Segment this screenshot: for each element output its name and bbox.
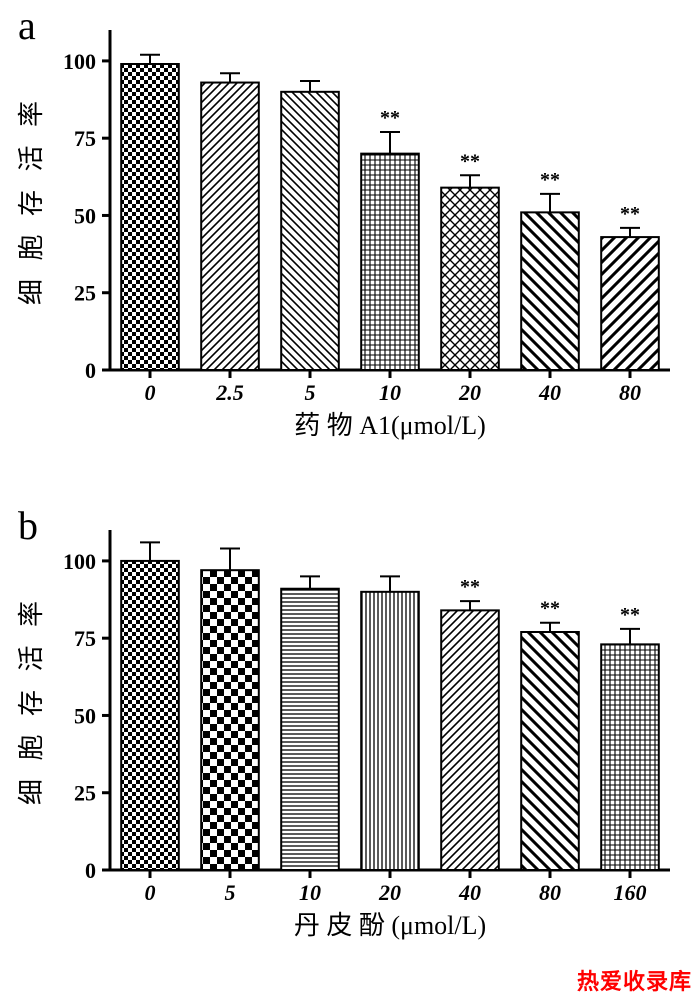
svg-text:75: 75 [74,126,96,151]
bar [281,589,339,870]
svg-text:细 胞 存 活 率: 细 胞 存 活 率 [17,95,46,305]
bar [201,83,259,370]
svg-text:160: 160 [614,880,647,905]
svg-text:75: 75 [74,626,96,651]
bar [201,570,259,870]
svg-text:80: 80 [619,380,641,405]
bar [441,188,499,370]
svg-text:细 胞 存 活 率: 细 胞 存 活 率 [17,595,46,805]
svg-text:**: ** [540,598,560,620]
svg-text:0: 0 [85,358,96,383]
svg-text:40: 40 [458,880,481,905]
svg-text:0: 0 [85,858,96,883]
watermark-text: 热爱收录库 [577,964,692,996]
svg-text:5: 5 [225,880,236,905]
svg-text:**: ** [620,203,640,225]
svg-text:**: ** [380,107,400,129]
svg-text:25: 25 [74,281,96,306]
svg-text:10: 10 [379,380,401,405]
bar [521,212,579,370]
svg-text:50: 50 [74,203,96,228]
figure-container: a 025507510002.5510**20**40**80**药 物 A1(… [0,0,698,1000]
svg-text:0: 0 [145,380,156,405]
svg-text:5: 5 [305,380,316,405]
svg-text:40: 40 [538,380,561,405]
panel-a-plot: 0 25 50 75 100 0 2.5 5 10 ** 20 ** 40 ** 80 ** 药 物 A1(μm… [0,0,698,480]
svg-text:20: 20 [378,880,401,905]
svg-text:**: ** [460,150,480,172]
panel-a: a 025507510002.5510**20**40**80**药 物 A1(… [0,0,698,480]
svg-text:2.5: 2.5 [215,380,244,405]
bar [121,64,179,370]
bar [601,644,659,870]
svg-text:100: 100 [63,49,96,74]
svg-text:25: 25 [74,781,96,806]
svg-text:**: ** [460,576,480,598]
bar [361,592,419,870]
bar [361,154,419,370]
svg-text:80: 80 [539,880,561,905]
svg-text:20: 20 [458,380,481,405]
panel-b: b 025507510005102040**80**160**丹 皮 酚 (μm… [0,500,698,980]
svg-text:50: 50 [74,703,96,728]
svg-text:**: ** [540,169,560,191]
svg-text:0: 0 [145,880,156,905]
bar [601,237,659,370]
svg-text:药 物 A1(μmol/L): 药 物 A1(μmol/L) [294,411,486,440]
panel-b-plot: 0 25 50 75 100 0 5 10 20 40 ** 80 ** 160 ** 丹 皮 酚 (μmol… [0,500,698,980]
svg-text:10: 10 [299,880,321,905]
bar [441,610,499,870]
bar [521,632,579,870]
svg-text:100: 100 [63,549,96,574]
svg-text:**: ** [620,604,640,626]
bar [121,561,179,870]
bar [281,92,339,370]
svg-text:丹 皮 酚 (μmol/L): 丹 皮 酚 (μmol/L) [294,911,486,940]
